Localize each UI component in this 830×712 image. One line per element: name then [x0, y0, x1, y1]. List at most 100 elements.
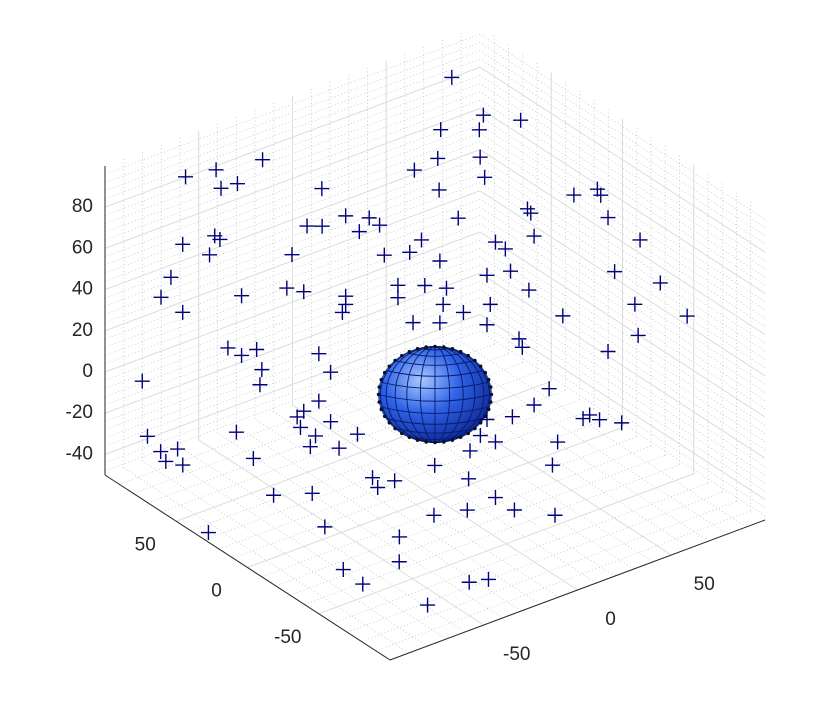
scatter-point — [541, 381, 557, 397]
scatter-point — [317, 519, 333, 535]
scatter-point — [175, 457, 191, 473]
scatter-point — [414, 232, 429, 248]
scatter-point — [255, 152, 271, 168]
scatter-point — [511, 331, 527, 347]
sphere-dot — [407, 349, 412, 354]
grid-line — [104, 107, 481, 249]
scatter-point — [338, 208, 354, 224]
scatter-point — [461, 471, 477, 487]
minor-grid-line — [367, 376, 653, 563]
minor-grid-line — [179, 446, 466, 633]
minor-grid-line — [479, 297, 766, 484]
sphere-dot — [387, 364, 392, 369]
scatter-point — [175, 236, 191, 252]
scatter-point — [229, 176, 245, 192]
scatter-point — [450, 210, 466, 226]
scatter-point — [212, 231, 228, 247]
minor-grid-line — [123, 467, 409, 654]
minor-grid-line — [423, 355, 709, 542]
scatter-point — [526, 397, 542, 413]
scatter-point — [245, 450, 261, 466]
grid — [104, 33, 766, 654]
scatter-point — [391, 529, 407, 545]
grid-line — [104, 272, 481, 414]
scatter-point — [504, 409, 520, 425]
scatter-point — [426, 507, 442, 523]
scatter-point — [334, 304, 350, 320]
sphere-dot — [387, 420, 392, 425]
minor-grid-line — [217, 432, 503, 619]
scatter-point — [477, 169, 493, 185]
sphere-dot — [486, 377, 491, 382]
sphere-dot — [376, 392, 381, 397]
scatter-point — [338, 296, 354, 312]
scatter-point — [479, 317, 495, 333]
scatter-point — [461, 574, 477, 590]
minor-grid-line — [479, 132, 766, 319]
scatter-point — [566, 187, 582, 203]
minor-grid-line — [161, 453, 447, 640]
scatter-point — [139, 428, 155, 444]
scatter-point — [487, 490, 503, 506]
sphere-dot — [466, 431, 470, 436]
x-tick-label: -50 — [503, 644, 530, 665]
sphere-dot — [433, 344, 437, 349]
minor-grid-line — [479, 248, 766, 434]
scatter-point — [234, 288, 250, 304]
scatter-point — [170, 441, 186, 457]
scatter-point — [200, 525, 216, 541]
minor-grid-line — [479, 239, 766, 426]
sphere-dot — [458, 435, 463, 440]
scatter-point — [153, 444, 169, 460]
scatter-point — [420, 597, 436, 613]
scatter-point — [433, 122, 449, 138]
scatter-point — [497, 241, 513, 257]
scatter-point — [435, 296, 451, 312]
scatter-point — [479, 267, 495, 283]
scatter-point — [304, 485, 320, 501]
minor-grid-line — [404, 362, 691, 549]
sphere-parallel — [395, 428, 475, 434]
grid-line — [104, 231, 481, 373]
scatter-point — [296, 403, 312, 419]
sphere-dot — [478, 420, 483, 425]
scatter-point — [202, 247, 218, 263]
minor-grid-line — [311, 397, 597, 584]
scatter-point — [331, 440, 347, 456]
scatter-point — [600, 210, 616, 226]
scatter-point — [249, 341, 265, 357]
sphere-dot — [458, 349, 463, 354]
grid-line — [318, 473, 694, 615]
scatter-point — [365, 470, 381, 486]
scatter-point — [679, 308, 695, 324]
scatter-point — [284, 247, 300, 263]
minor-grid-line — [479, 91, 766, 278]
scatter-point — [208, 162, 224, 178]
scatter-point — [279, 280, 295, 296]
scatter-point — [351, 224, 367, 240]
scatter-point — [462, 443, 478, 459]
minor-grid-line — [479, 215, 766, 401]
grid-line — [479, 66, 766, 253]
scatter-point — [266, 487, 282, 503]
scatter-point — [390, 290, 406, 306]
scatter-point — [432, 253, 448, 269]
scatter-point — [632, 232, 648, 248]
scatter-point — [370, 479, 386, 495]
scatter-point — [479, 412, 495, 428]
minor-grid-line — [273, 411, 559, 598]
scatter-point — [406, 162, 422, 178]
scatter-point — [627, 296, 643, 312]
scatter-point — [514, 339, 530, 355]
scatter-point — [482, 296, 498, 312]
scatter-point — [513, 112, 529, 128]
scatter-point — [372, 217, 388, 233]
z-tick-label: 60 — [72, 237, 93, 258]
scatter-point — [158, 453, 174, 469]
sphere-dot — [424, 345, 428, 349]
scatter-point — [607, 264, 623, 280]
scatter-point — [555, 308, 571, 324]
scatter-point — [472, 149, 488, 165]
z-tick-label: 0 — [82, 361, 93, 382]
minor-grid-line — [461, 341, 747, 528]
